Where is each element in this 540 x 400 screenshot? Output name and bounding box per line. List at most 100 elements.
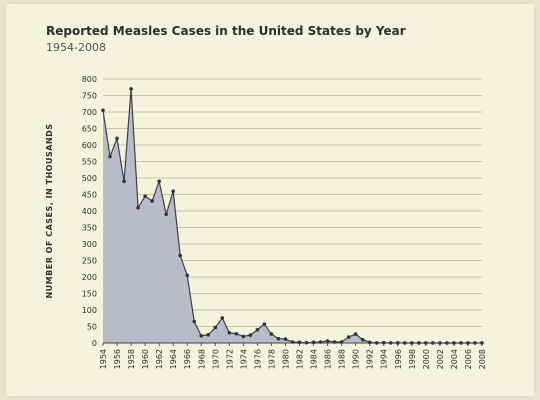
x-tick-label: 1994 <box>380 349 389 369</box>
data-point <box>192 319 197 324</box>
data-point <box>374 341 379 345</box>
x-tick-label: 1986 <box>324 349 333 369</box>
data-point <box>283 337 288 341</box>
y-tick-label: 800 <box>82 75 97 84</box>
data-point <box>459 341 463 345</box>
data-point <box>438 341 442 345</box>
data-point <box>143 194 147 198</box>
x-tick-label: 1966 <box>183 349 192 369</box>
data-point <box>304 340 309 345</box>
x-tick-label: 1962 <box>155 349 164 369</box>
x-tick-label: 2002 <box>436 349 445 369</box>
data-point <box>122 179 126 184</box>
data-point <box>199 333 204 338</box>
y-tick-label: 0 <box>92 339 97 348</box>
data-point <box>150 199 154 203</box>
data-point <box>388 341 393 345</box>
data-point <box>360 337 365 342</box>
x-tick-label: 1972 <box>225 349 234 369</box>
x-tick-label: 1996 <box>394 349 403 369</box>
x-tick-label: 1984 <box>310 349 319 369</box>
x-tick-label: 2000 <box>422 349 431 369</box>
data-point <box>129 87 133 91</box>
data-point <box>332 340 337 344</box>
data-point <box>164 212 168 217</box>
y-tick-label: 100 <box>82 306 97 315</box>
x-tick-label: 1960 <box>141 349 150 369</box>
data-point <box>325 339 330 343</box>
data-point <box>101 108 105 113</box>
data-point <box>297 340 302 345</box>
data-point <box>318 340 323 344</box>
data-point <box>220 316 225 320</box>
data-point <box>466 341 470 345</box>
data-point <box>346 335 351 339</box>
data-point <box>171 189 175 193</box>
data-point <box>206 332 211 337</box>
y-tick-label: 700 <box>82 108 97 117</box>
data-point <box>115 136 119 141</box>
data-point <box>262 322 267 326</box>
data-point <box>452 341 456 345</box>
y-tick-label: 600 <box>82 141 97 150</box>
data-point <box>473 341 477 345</box>
y-tick-label: 300 <box>82 240 97 249</box>
data-point <box>395 341 400 345</box>
y-axis-title: NUMBER OF CASES, IN THOUSANDS <box>45 123 54 298</box>
x-tick-label: 1990 <box>352 349 361 369</box>
data-point <box>311 340 316 345</box>
x-tick-label: 1978 <box>267 349 276 369</box>
x-tick-label: 1992 <box>366 349 375 369</box>
data-point <box>353 332 358 336</box>
data-point <box>269 332 274 336</box>
data-point <box>136 205 140 210</box>
area-fill <box>103 88 482 344</box>
x-tick-label: 1982 <box>296 349 305 369</box>
data-point <box>339 340 344 344</box>
chart-subtitle: 1954-2008 <box>46 41 106 54</box>
data-point <box>108 154 112 159</box>
x-tick-label: 1974 <box>239 349 248 369</box>
chart-card: Reported Measles Cases in the United Sta… <box>6 4 534 396</box>
data-point <box>276 336 281 341</box>
y-tick-label: 400 <box>82 207 97 216</box>
y-tick-label: 450 <box>82 191 97 200</box>
x-tick-label: 1964 <box>169 349 178 369</box>
chart-title: Reported Measles Cases in the United Sta… <box>46 24 406 38</box>
data-point <box>157 179 161 184</box>
data-point <box>255 328 260 332</box>
data-point <box>213 325 218 330</box>
data-point <box>424 341 428 345</box>
data-point <box>185 273 190 278</box>
data-point <box>290 340 295 344</box>
x-tick-label: 2006 <box>464 349 473 369</box>
x-tick-label: 1976 <box>253 349 262 369</box>
y-tick-label: 250 <box>82 257 97 266</box>
x-tick-label: 1988 <box>338 349 347 369</box>
data-point <box>410 341 414 345</box>
data-point <box>480 341 484 345</box>
y-tick-label: 350 <box>82 224 97 233</box>
x-tick-label: 1956 <box>113 349 122 369</box>
data-point <box>431 341 435 345</box>
x-tick-label: 1968 <box>197 349 206 369</box>
y-tick-label: 200 <box>82 273 97 282</box>
x-tick-label: 1958 <box>127 349 136 369</box>
data-point <box>248 333 253 337</box>
y-tick-label: 500 <box>82 174 97 183</box>
data-point <box>445 341 449 345</box>
x-tick-label: 2008 <box>478 349 487 369</box>
y-tick-label: 650 <box>82 125 97 134</box>
x-tick-label: 1954 <box>99 349 108 369</box>
data-point <box>178 253 183 258</box>
x-tick-label: 1998 <box>408 349 417 369</box>
x-tick-label: 2004 <box>450 349 459 369</box>
data-point <box>227 330 232 335</box>
y-tick-label: 750 <box>82 92 97 101</box>
data-point <box>234 331 239 336</box>
y-tick-label: 50 <box>87 323 97 332</box>
data-point <box>417 341 421 345</box>
data-point <box>381 340 386 345</box>
y-tick-label: 150 <box>82 290 97 299</box>
